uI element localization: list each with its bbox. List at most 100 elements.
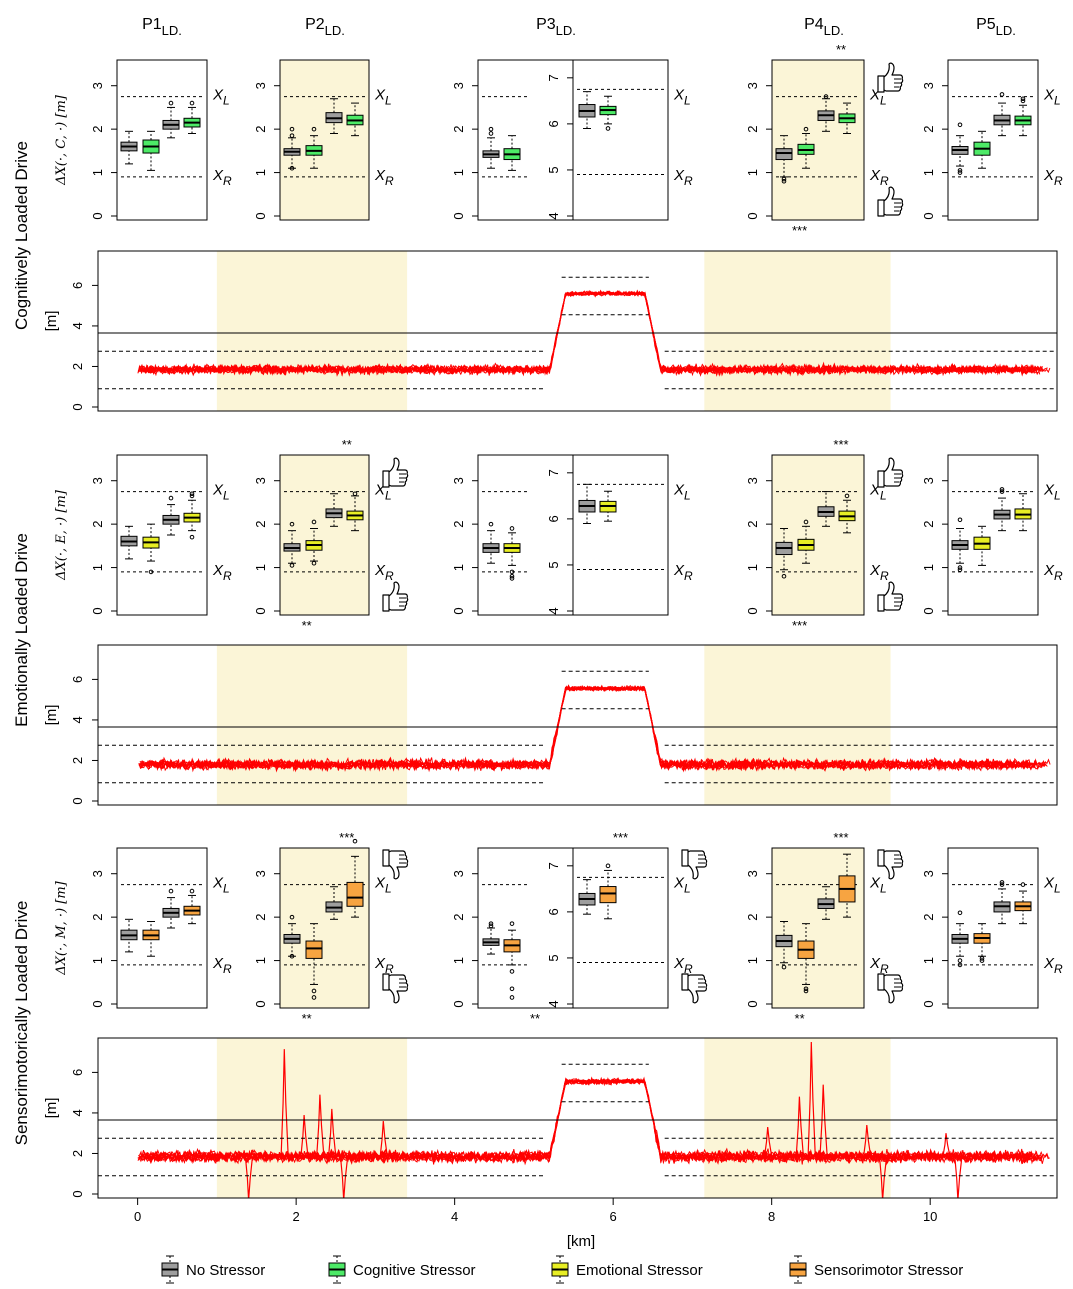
xr-label: XR	[212, 167, 232, 188]
box-none	[325, 886, 343, 920]
box-body	[775, 148, 793, 161]
thumb-fingers	[894, 978, 901, 988]
box-body	[599, 886, 617, 904]
xr-label-main: X	[673, 167, 685, 184]
thumb-fingers	[399, 473, 406, 483]
xl-label: XL	[212, 482, 230, 503]
highlight-region	[216, 251, 408, 411]
thumb-fingers	[698, 978, 705, 988]
outlier-point	[311, 988, 317, 994]
highlight-region	[280, 455, 369, 615]
xl-label-main: X	[212, 87, 224, 104]
panel-title-main: P2	[305, 16, 325, 33]
outlier-point	[488, 131, 494, 136]
box-none	[817, 886, 835, 920]
outlier-point	[509, 526, 515, 531]
right-y-tick-label: 5	[546, 166, 561, 173]
xl-label: XL	[869, 875, 887, 896]
xl-label: XL	[374, 87, 392, 108]
xr-label-main: X	[869, 955, 881, 972]
box-none	[325, 493, 343, 527]
trace-lines	[138, 684, 1051, 773]
outlier-point	[999, 882, 1005, 887]
panel-title-subscript: LD.	[325, 23, 345, 38]
box-none	[578, 879, 596, 915]
y-tick-label: 4	[70, 716, 85, 723]
trace-spike	[878, 1156, 888, 1198]
thumb-outline	[877, 186, 904, 217]
highlight-region	[216, 1038, 408, 1198]
box-none	[120, 130, 138, 165]
trace-y-label: [m]	[43, 1098, 60, 1119]
significance-top: ***	[339, 830, 354, 845]
drive-trace	[138, 290, 1051, 377]
xl-label-sub: L	[385, 882, 392, 896]
thumb-fingers	[399, 597, 406, 607]
xl-label: XL	[673, 875, 691, 896]
xr-label: XR	[374, 562, 394, 583]
thumbs-down-icon	[877, 973, 904, 1004]
thumb-fingers	[698, 854, 705, 864]
outlier-point	[781, 178, 787, 184]
outlier-point	[781, 964, 787, 970]
xr-label-sub: R	[223, 962, 232, 976]
outlier-point	[957, 958, 963, 963]
right-y-tick-label: 5	[546, 954, 561, 961]
panel-frame	[116, 847, 208, 1009]
y-tick-label: 2	[745, 521, 760, 528]
significance-top: **	[836, 42, 846, 57]
panel-frame	[279, 59, 370, 221]
thumbs-up-icon	[382, 457, 409, 488]
box-none	[162, 100, 180, 139]
highlight-region	[280, 60, 369, 220]
xr-label: XR	[869, 167, 889, 188]
drive-trace	[139, 685, 1035, 773]
thumb-outline	[382, 973, 409, 1004]
drive-trace	[138, 684, 1037, 772]
xr-label-main: X	[374, 562, 386, 579]
thumb-fingers	[894, 78, 901, 88]
xl-label: XL	[1043, 482, 1061, 503]
xr-label-main: X	[212, 562, 224, 579]
outlier-point	[289, 563, 295, 568]
y-tick-label: 1	[90, 957, 105, 964]
outlier-point	[509, 921, 515, 926]
xr-label-sub: R	[880, 962, 889, 976]
y-tick-label: 3	[451, 82, 466, 89]
y-tick-label: 3	[921, 477, 936, 484]
y-tick-label: 0	[921, 212, 936, 219]
y-tick-label: 0	[90, 607, 105, 614]
box-none	[993, 880, 1011, 925]
y-tick-label: 0	[90, 1000, 105, 1007]
y-tick-label: 6	[70, 1069, 85, 1076]
xl-label: XL	[673, 482, 691, 503]
thumb-outline	[382, 581, 409, 612]
x-tick-label: 10	[923, 1209, 937, 1224]
outlier-point	[311, 560, 317, 566]
outlier-point	[999, 92, 1005, 97]
outlier-point	[311, 126, 317, 132]
y-tick-label: 4	[70, 322, 85, 329]
outlier-point	[488, 521, 494, 527]
box-none	[283, 126, 301, 171]
xl-label-sub: L	[684, 94, 691, 108]
outlier-point	[189, 888, 195, 894]
box-emotional	[1014, 493, 1032, 532]
y-label-part: , ·) [m]	[54, 489, 69, 534]
right-y-tick-label: 6	[546, 515, 561, 522]
xr-label-sub: R	[880, 174, 889, 188]
thumb-fingers	[894, 597, 901, 607]
legend-item: Sensorimotor Stressor	[789, 1255, 963, 1284]
significance-bottom: **	[530, 1011, 540, 1026]
panel-title-main: P3	[536, 16, 556, 33]
box-none	[775, 135, 793, 184]
xl-label-sub: L	[223, 489, 230, 503]
outlier-point	[823, 94, 829, 99]
panel-title-p4: P4LD.	[804, 16, 844, 38]
